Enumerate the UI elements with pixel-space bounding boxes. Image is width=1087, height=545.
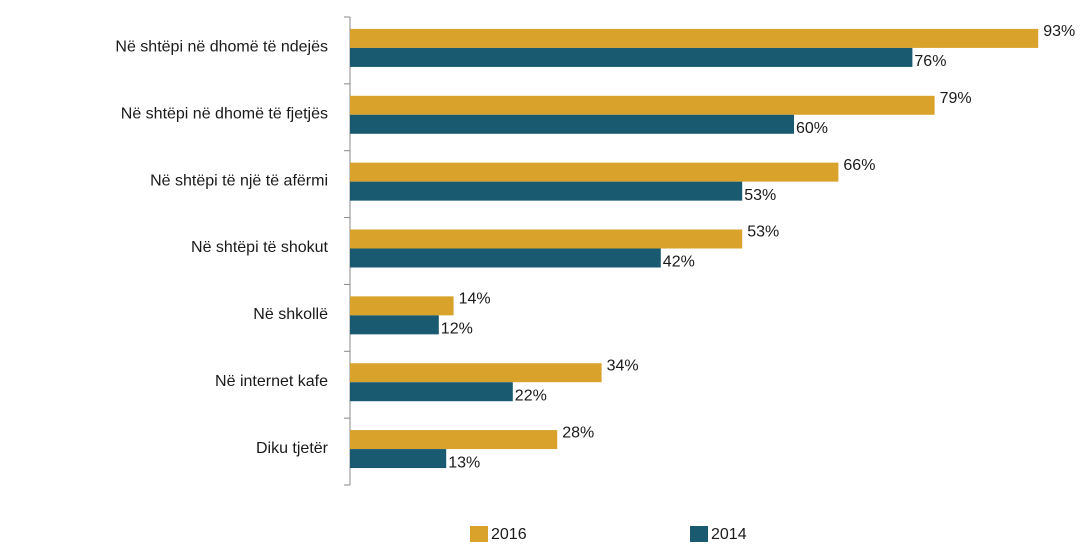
bar [350,363,602,383]
bar [350,449,447,469]
value-label: 53% [747,224,779,241]
value-label: 14% [459,291,491,308]
bar [350,28,1039,48]
bar [350,95,935,115]
value-label: 42% [663,254,695,271]
category-label: Në shtëpi të një të afërmi [150,172,328,189]
bar [350,296,454,316]
bar [350,430,558,450]
legend-label: 2016 [491,526,527,543]
category-label: Në internet kafe [215,373,328,390]
legend-swatch [470,526,488,542]
value-label: 79% [940,90,972,107]
category-label: Në shtëpi në dhomë të fjetjës [121,106,328,123]
bar [350,162,839,182]
value-label: 34% [607,357,639,374]
value-label: 93% [1043,23,1075,40]
category-label: Në shkollë [253,306,328,323]
value-label: 76% [914,53,946,70]
value-label: 13% [448,454,480,471]
bar [350,315,439,335]
legend-swatch [690,526,708,542]
value-label: 66% [843,157,875,174]
value-label: 12% [441,321,473,338]
bar [350,181,743,201]
bar [350,229,743,249]
category-label: Diku tjetër [256,440,329,457]
legend-label: 2014 [711,526,747,543]
category-label: Në shtëpi të shokut [191,239,329,256]
bar [350,382,513,402]
bar [350,248,661,268]
value-label: 22% [515,387,547,404]
category-label: Në shtëpi në dhomë të ndejës [115,39,328,56]
bar [350,114,794,134]
value-label: 28% [562,424,594,441]
value-label: 53% [744,187,776,204]
bar [350,47,913,67]
value-label: 60% [796,120,828,137]
